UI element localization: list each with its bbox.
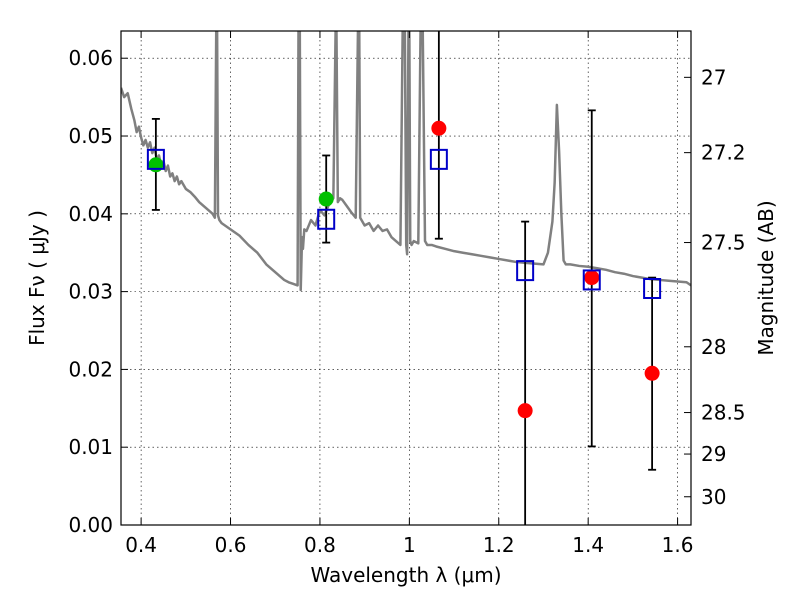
x-tick-label: 0.4 [125, 533, 157, 557]
axis-ticks: 0.4 0.6 0.8 1 1.2 1.4 1.6 0.00 0.01 0.02 0.03 0.04 0… [68, 31, 746, 557]
y-tick-label: 0.02 [68, 357, 113, 381]
model-box-point [582, 269, 601, 291]
model-box-point [317, 208, 336, 230]
model-box-point [516, 260, 535, 282]
y-tick-label: 0.03 [68, 280, 113, 304]
x-axis-label: Wavelength λ (μm) [310, 563, 501, 587]
right-tick-label: 30 [701, 485, 726, 509]
right-tick-label: 27 [701, 65, 726, 89]
y-tick-label: 0.06 [68, 46, 113, 70]
y-axis-label-left: Flux Fν ( μJy ) [25, 210, 49, 346]
green-point [148, 157, 164, 173]
right-tick-label: 27.2 [701, 141, 746, 165]
y-tick-label: 0.04 [68, 202, 113, 226]
y-tick-label: 0.05 [68, 124, 113, 148]
right-tick-label: 27.5 [701, 231, 746, 255]
x-tick-label: 0.6 [215, 533, 247, 557]
x-tick-label: 0.8 [304, 533, 336, 557]
model-spectrum-line [121, 31, 691, 292]
x-tick-label: 1.2 [483, 533, 515, 557]
y-tick-label: 0.01 [68, 435, 113, 459]
red-point [431, 120, 447, 136]
model-box-point [643, 278, 662, 300]
data-markers [146, 31, 662, 525]
plot-frame [120, 30, 692, 526]
right-tick-label: 29 [701, 442, 726, 466]
model-box-point [429, 148, 448, 170]
green-point [318, 191, 334, 207]
x-tick-label: 1.4 [572, 533, 604, 557]
y-tick-label: 0.00 [68, 513, 113, 537]
model-box-point [146, 148, 165, 170]
red-point [517, 403, 533, 419]
red-point [644, 365, 660, 381]
red-point [584, 270, 600, 286]
x-tick-label: 1.6 [662, 533, 694, 557]
right-tick-label: 28 [701, 335, 726, 359]
plot-area [121, 31, 691, 292]
y-axis-label-right: Magnitude (AB) [754, 200, 778, 355]
x-tick-label: 1 [403, 533, 416, 557]
right-tick-label: 28.5 [701, 401, 746, 425]
